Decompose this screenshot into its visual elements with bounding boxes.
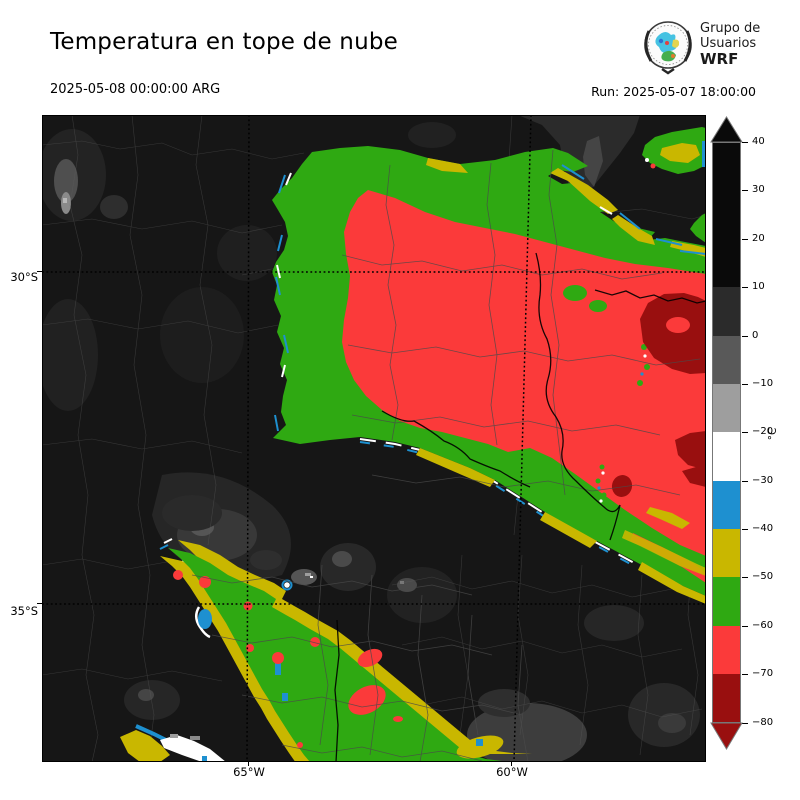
colorbar-tick-label: 10 [752, 281, 765, 293]
colorbar-segment [713, 625, 740, 675]
colorbar-arrow-down [710, 722, 743, 750]
colorbar-tick [742, 190, 748, 192]
colorbar-tick [742, 625, 748, 627]
colorbar-tick-label: 0 [752, 329, 759, 341]
province-boundaries [191, 149, 701, 762]
colorbar-tick [742, 287, 748, 289]
colorbar-segment [713, 287, 740, 336]
lon-tick-label-65w: 65°W [233, 765, 265, 779]
colorbar-arrow-up [710, 116, 743, 143]
colorbar-segment [713, 142, 740, 288]
wrf-users-group-logo: Grupo de Usuarios WRF [643, 18, 760, 80]
colorbar-tick-label: −20 [752, 426, 774, 438]
colorbar-tick-label: −40 [752, 523, 774, 535]
colorbar-tick [742, 142, 748, 143]
colorbar-tick [742, 383, 748, 385]
lon-axis-tick [248, 762, 249, 766]
colorbar-frame [712, 142, 741, 723]
convective-band-southwest [120, 538, 570, 762]
colorbar-tick [742, 577, 748, 579]
colorbar-tick-label: −80 [752, 716, 774, 728]
colorbar-tick-label: −10 [752, 377, 774, 389]
logo-line2: Usuarios [700, 36, 757, 51]
colorbar-tick [742, 238, 748, 240]
page-title: Temperatura en tope de nube [50, 29, 399, 55]
colorbar-tick [742, 722, 748, 724]
lon-axis-tick [511, 762, 512, 766]
colorbar-tick-label: −70 [752, 668, 774, 680]
colorbar-segment [713, 480, 740, 530]
colorbar-tick-label: 30 [752, 184, 765, 196]
colorbar-tick [742, 480, 748, 482]
colorbar-segment [713, 335, 740, 384]
colorbar-tick [742, 432, 748, 434]
colorbar-segment [713, 529, 740, 578]
lat-tick-label-30s: 30°S [10, 270, 38, 284]
colorbar-segment [713, 383, 740, 433]
colorbar-tick-label: −30 [752, 474, 774, 486]
cloud-top-temperature-map [42, 115, 706, 762]
colorbar: 40 30 20 10 0 −10 −20 −30 −40 −50 −60 −70 −80 [710, 116, 800, 766]
lon-tick-label-60w: 60°W [496, 765, 528, 779]
colorbar-tick-label: −60 [752, 619, 774, 631]
cloud-shield-northeast [272, 127, 706, 604]
colorbar-tick-label: 20 [752, 232, 765, 244]
map-canvas [42, 115, 706, 762]
colorbar-segment [713, 577, 740, 626]
lat-axis-tick [37, 271, 42, 272]
graticule-lines [42, 115, 706, 762]
colorbar-tick-label: 40 [752, 136, 765, 147]
colorbar-unit-label: °C [767, 427, 779, 441]
colorbar-tick [742, 335, 748, 337]
colorbar-segment [713, 432, 740, 481]
lat-axis-tick [37, 603, 42, 604]
colorbar-tick [742, 529, 748, 531]
logo-wrf: WRF [700, 50, 739, 68]
globe-emblem-icon [643, 18, 695, 80]
lat-tick-label-35s: 35°S [10, 604, 38, 618]
logo-line1: Grupo de [700, 21, 761, 36]
colorbar-tick-label: −50 [752, 571, 774, 583]
river-country-borders [334, 252, 706, 762]
valid-time-label: 2025-05-08 00:00:00 ARG [50, 82, 221, 97]
map-frame [42, 115, 706, 762]
run-time-label: Run: 2025-05-07 18:00:00 [591, 84, 756, 99]
colorbar-segment [713, 674, 740, 723]
colorbar-tick [742, 674, 748, 676]
